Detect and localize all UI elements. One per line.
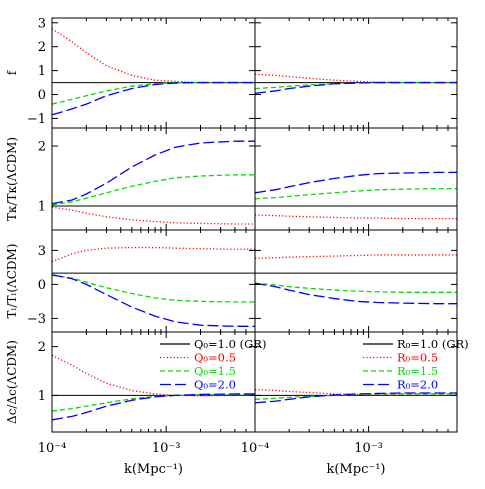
series-line-2 xyxy=(255,393,457,400)
panel-r1-c1: −1 0 1 2 3 xyxy=(27,16,256,129)
y-tick-label: 2 xyxy=(38,340,46,355)
legend-entry: R₀=0.5 xyxy=(397,351,438,365)
legend-entry: Q₀=1.5 xyxy=(194,364,236,378)
legend: Q₀=1.0 (GR)Q₀=0.5Q₀=1.5Q₀=2.0 xyxy=(160,337,266,392)
y-tick-label: 0 xyxy=(38,278,46,293)
series-group xyxy=(255,254,457,305)
panel-r4-c1: 12 xyxy=(38,331,256,433)
y-tick-label: −1 xyxy=(27,112,46,127)
y-tick-label: 2 xyxy=(38,40,46,55)
y-axis-label: Δc/Δc(ΛCDM) xyxy=(5,340,19,424)
series-group xyxy=(255,388,457,404)
series-line-1 xyxy=(52,354,255,397)
series-line-2 xyxy=(255,81,457,90)
series-line-3 xyxy=(255,392,457,404)
y-tick-label: 3 xyxy=(38,16,46,31)
series-line-1 xyxy=(52,206,255,225)
series-line-1 xyxy=(255,73,457,84)
panel-r2-c1: 12 xyxy=(38,127,256,231)
series-group xyxy=(255,171,457,220)
x-tick-label: 10⁻⁴ xyxy=(38,441,67,456)
series-line-1 xyxy=(52,246,255,263)
y-tick-label: 0 xyxy=(38,88,46,103)
series-group xyxy=(255,73,457,94)
series-line-1 xyxy=(255,254,457,259)
legend-entry: Q₀=0.5 xyxy=(194,351,236,365)
y-tick-label: 1 xyxy=(38,200,46,215)
series-line-1 xyxy=(255,214,457,220)
series-group xyxy=(52,140,255,225)
series-line-2 xyxy=(52,81,255,105)
y-tick-label: 3 xyxy=(38,244,46,259)
series-line-3 xyxy=(52,81,255,116)
x-tick-label: 10⁻³ xyxy=(354,441,383,456)
legend-entry: Q₀=2.0 xyxy=(194,378,236,392)
panel-r3-c1: −3 0 3 xyxy=(27,229,256,333)
legend: R₀=1.0 (GR)R₀=0.5R₀=1.5R₀=2.0 xyxy=(363,337,469,392)
y-tick-label: 1 xyxy=(38,64,46,79)
legend-entry: R₀=1.5 xyxy=(397,364,438,378)
series-line-3 xyxy=(255,282,457,305)
series-line-3 xyxy=(255,81,457,94)
series-line-2 xyxy=(52,393,255,412)
panel-frame xyxy=(51,127,256,231)
series-line-2 xyxy=(52,174,255,206)
series-line-2 xyxy=(52,274,255,303)
x-axis-label: k(Mpc⁻¹) xyxy=(124,462,183,477)
legend-entry: R₀=1.0 (GR) xyxy=(397,337,469,351)
panel-frame xyxy=(254,229,458,333)
panel-frame xyxy=(254,331,458,433)
series-line-2 xyxy=(255,187,457,200)
series-group xyxy=(52,246,255,327)
series-group xyxy=(52,28,255,116)
panel-frame xyxy=(254,17,458,129)
x-axis-label: k(Mpc⁻¹) xyxy=(326,462,385,477)
y-tick-label: 1 xyxy=(38,389,46,404)
y-axis-label: f xyxy=(5,69,19,75)
y-axis-label: Tκ/Tκ(ΛCDM) xyxy=(5,137,19,221)
series-line-3 xyxy=(52,393,255,421)
panel-frame xyxy=(51,229,256,333)
series-group xyxy=(52,354,255,421)
series-line-3 xyxy=(255,171,457,194)
y-axis-label: Tₗ/Tₗ(ΛCDM) xyxy=(5,244,19,319)
panel-r3-c2 xyxy=(254,229,458,333)
legend-entry: R₀=2.0 xyxy=(397,378,438,392)
y-tick-label: 2 xyxy=(38,140,46,155)
series-line-3 xyxy=(52,140,255,205)
panel-frame xyxy=(254,127,458,231)
panel-r4-c2 xyxy=(254,331,458,433)
x-tick-label: 10⁻⁴ xyxy=(241,441,270,456)
series-line-2 xyxy=(255,282,457,293)
x-tick-label: 10⁻³ xyxy=(152,441,181,456)
legend-entry: Q₀=1.0 (GR) xyxy=(194,337,266,351)
y-tick-label: −3 xyxy=(27,312,46,327)
series-line-1 xyxy=(52,28,255,84)
panel-r1-c2 xyxy=(254,17,458,129)
panel-frame xyxy=(51,17,256,129)
series-line-3 xyxy=(52,274,255,327)
panel-r2-c2 xyxy=(254,127,458,231)
